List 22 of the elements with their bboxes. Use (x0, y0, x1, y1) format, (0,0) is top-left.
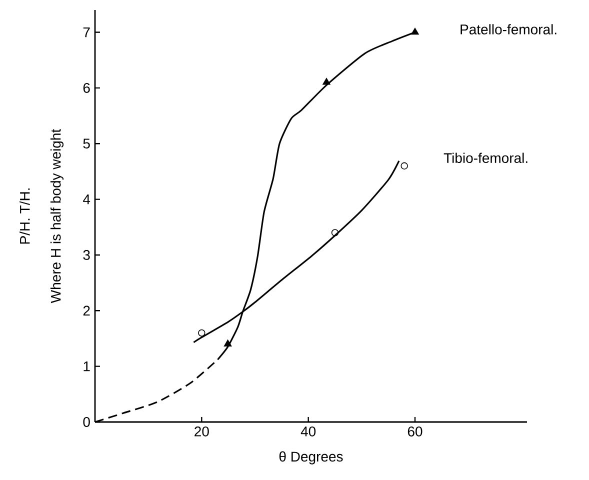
y-tick-label: 6 (83, 82, 90, 93)
y-tick-label: 7 (83, 27, 90, 38)
y-tick-label: 2 (83, 306, 90, 316)
point (198, 329, 206, 337)
x-tick-label: 60 (408, 426, 422, 436)
y-tick-label: 5 (83, 138, 90, 149)
y-tick-label: 0 (83, 417, 90, 427)
y-axis-title: P/H. T/H. (20, 188, 30, 244)
x-axis-title: θ Degrees (279, 451, 343, 464)
x-tick-label: 20 (194, 426, 209, 436)
point (331, 229, 339, 236)
point (322, 78, 330, 85)
y-tick-label: 3 (83, 250, 90, 260)
text: Where H is half body weight (50, 128, 64, 304)
y-tick-label: 1 (84, 362, 90, 372)
text: Tibio-femoral. (444, 152, 528, 164)
x-tick-label: 40 (300, 426, 316, 436)
point (400, 162, 408, 170)
point (411, 28, 419, 35)
point (224, 340, 232, 346)
text: Patello-femoral. (460, 24, 556, 34)
y-tick-label: 4 (83, 194, 90, 204)
